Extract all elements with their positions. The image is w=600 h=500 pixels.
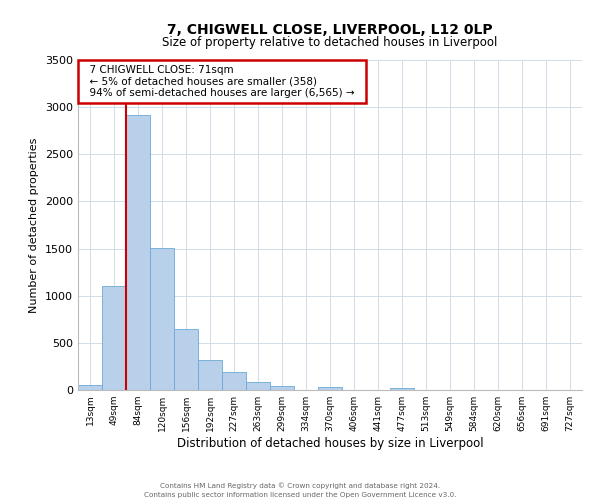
Bar <box>150 248 174 390</box>
Text: Contains HM Land Registry data © Crown copyright and database right 2024.: Contains HM Land Registry data © Crown c… <box>160 482 440 489</box>
Bar <box>174 328 198 390</box>
Bar <box>246 382 270 390</box>
Y-axis label: Number of detached properties: Number of detached properties <box>29 138 40 312</box>
Bar <box>78 386 102 390</box>
Bar <box>270 386 294 390</box>
Text: Size of property relative to detached houses in Liverpool: Size of property relative to detached ho… <box>163 36 497 49</box>
X-axis label: Distribution of detached houses by size in Liverpool: Distribution of detached houses by size … <box>176 437 484 450</box>
Bar <box>390 388 414 390</box>
Bar <box>102 286 126 390</box>
Text: Contains public sector information licensed under the Open Government Licence v3: Contains public sector information licen… <box>144 492 456 498</box>
Text: 7, CHIGWELL CLOSE, LIVERPOOL, L12 0LP: 7, CHIGWELL CLOSE, LIVERPOOL, L12 0LP <box>167 22 493 36</box>
Bar <box>222 372 246 390</box>
Text: 7 CHIGWELL CLOSE: 71sqm
  ← 5% of detached houses are smaller (358)
  94% of sem: 7 CHIGWELL CLOSE: 71sqm ← 5% of detached… <box>83 65 361 98</box>
Bar <box>318 387 342 390</box>
Bar <box>198 360 222 390</box>
Bar <box>126 114 150 390</box>
